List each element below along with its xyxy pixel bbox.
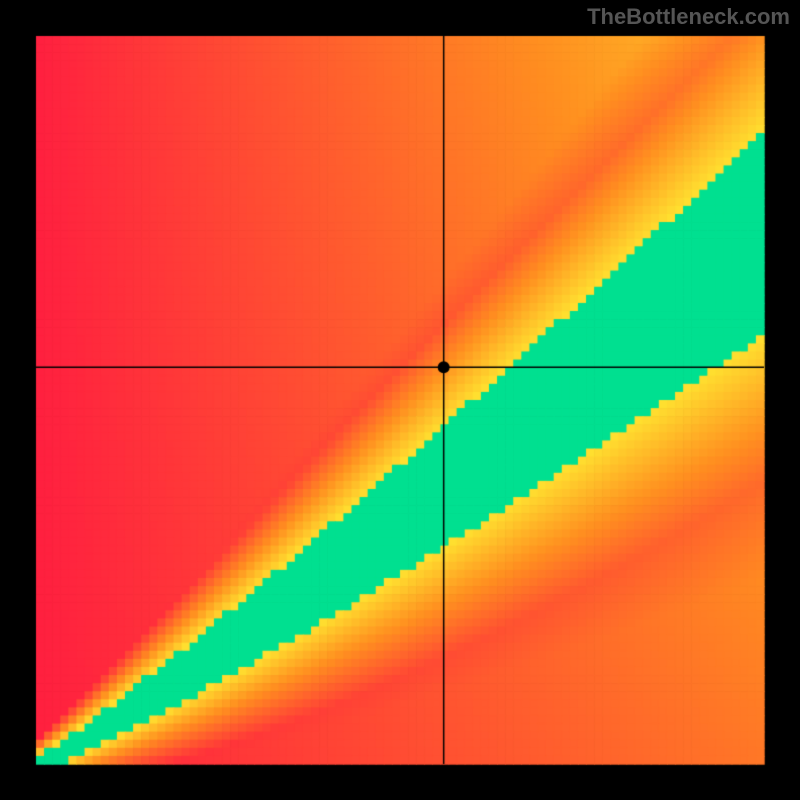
watermark-text: TheBottleneck.com (587, 4, 790, 30)
chart-container: TheBottleneck.com (0, 0, 800, 800)
bottleneck-heatmap (0, 0, 800, 800)
